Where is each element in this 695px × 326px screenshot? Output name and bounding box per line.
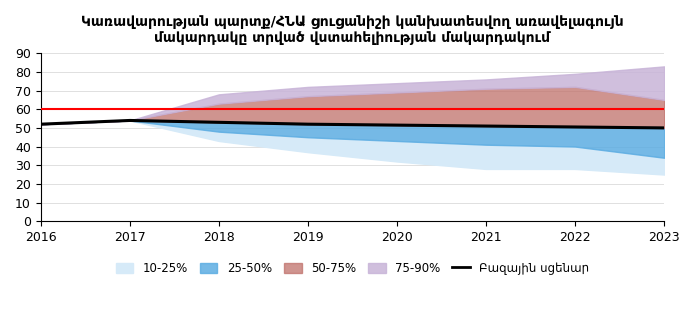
Legend: 10-25%, 25-50%, 50-75%, 75-90%, Բազային սցենար: 10-25%, 25-50%, 50-75%, 75-90%, Բազային … xyxy=(111,257,594,280)
匯嘟嘛嚵坫 埞嘿坯嘛堌 xyxy=(660,126,669,130)
匯嘟嘛嚵坫 埞嘿坯嘛堌 xyxy=(482,124,490,128)
匯嘟嘛嚵坫 埞嘿坯嘛堌 xyxy=(215,120,223,124)
匯嘟嘛嚵坫 埞嘿坯嘛堌 xyxy=(37,122,45,126)
匯嘟嘛嚵坫 埞嘿坯嘛堌 xyxy=(126,118,134,122)
匯嘟嘛嚵坫 埞嘿坯嘛堌 xyxy=(393,123,401,127)
Title: Կառավարության պարտք/ՀՆԱ ցուցանիշի կանխատեսվող առավելագույն
մակարդակը տրված վստահ: Կառավարության պարտք/ՀՆԱ ցուցանիշի կանխատ… xyxy=(81,15,624,45)
Line: 匯嘟嘛嚵坫 埞嘿坯嘛堌: 匯嘟嘛嚵坫 埞嘿坯嘛堌 xyxy=(41,120,664,128)
匯嘟嘛嚵坫 埞嘿坯嘛堌 xyxy=(304,122,312,126)
匯嘟嘛嚵坫 埞嘿坯嘛堌 xyxy=(571,125,580,129)
